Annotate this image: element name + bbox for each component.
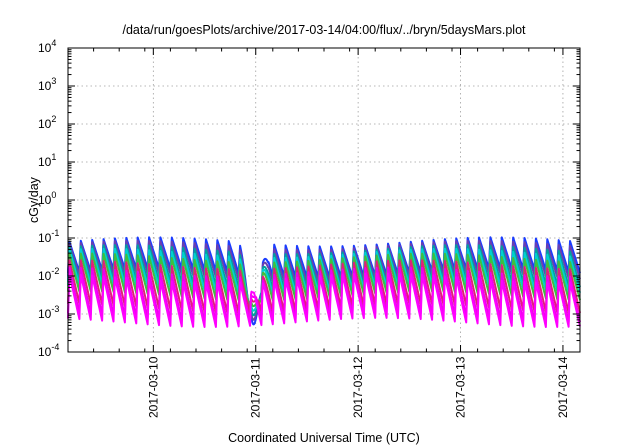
y-tick-exponent: -4: [51, 342, 59, 352]
series-line: [67, 247, 581, 312]
y-tick-base: 10: [38, 193, 52, 207]
y-tick-base: 10: [38, 79, 52, 93]
x-tick-label: 2017-03-10: [146, 356, 160, 418]
y-tick-base: 10: [38, 307, 52, 321]
series-line: [67, 236, 581, 326]
y-tick-exponent: 4: [51, 38, 56, 48]
y-tick-exponent: 2: [51, 114, 56, 124]
x-tick-label: 2017-03-13: [454, 356, 468, 418]
y-tick-label: 10-2: [38, 266, 59, 283]
y-tick-base: 10: [38, 345, 52, 359]
series-line: [67, 252, 581, 308]
y-tick-base: 10: [38, 117, 52, 131]
y-tick-exponent: -1: [51, 228, 59, 238]
y-tick-label: 101: [38, 152, 56, 169]
y-tick-base: 10: [38, 41, 52, 55]
x-tick-label: 2017-03-11: [249, 357, 263, 418]
y-tick-base: 10: [38, 155, 52, 169]
y-tick-base: 10: [38, 269, 52, 283]
x-axis-label: Coordinated Universal Time (UTC): [228, 431, 420, 445]
y-tick-label: 102: [38, 114, 56, 131]
y-tick-exponent: 1: [51, 152, 56, 162]
y-tick-label: 10-1: [38, 228, 59, 245]
y-tick-exponent: 3: [51, 76, 56, 86]
chart-title: /data/run/goesPlots/archive/2017-03-14/0…: [122, 23, 526, 37]
x-tick-label: 2017-03-14: [556, 356, 570, 418]
series-line: [67, 259, 581, 314]
y-axis-label: cGy/day: [27, 176, 41, 223]
y-tick-exponent: 0: [51, 190, 56, 200]
series-group: [67, 236, 581, 328]
y-tick-label: 10-4: [38, 342, 59, 359]
y-tick-label: 100: [38, 190, 56, 207]
x-tick-label: 2017-03-12: [351, 356, 365, 418]
y-tick-label: 10-3: [38, 304, 59, 321]
series-line: [67, 239, 581, 321]
series-line: [67, 272, 581, 328]
y-tick-label: 103: [38, 76, 56, 93]
y-tick-exponent: -2: [51, 266, 59, 276]
x-axis: 2017-03-10 2017-03-11 2017-03-12 2017-03-13…: [67, 48, 581, 418]
y-tick-label: 104: [38, 38, 56, 55]
y-tick-exponent: -3: [51, 304, 59, 314]
y-tick-base: 10: [38, 231, 52, 245]
